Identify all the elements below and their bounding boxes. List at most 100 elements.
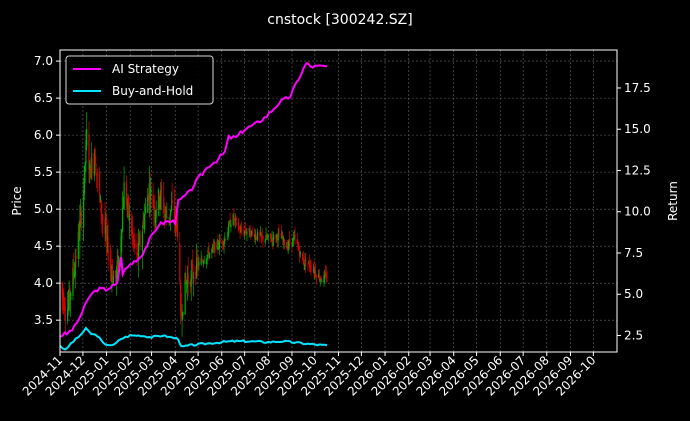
candle-body: [324, 274, 326, 278]
candle-body: [105, 228, 108, 239]
candle-body: [276, 236, 279, 241]
candle-body: [212, 246, 214, 249]
candle-body: [117, 255, 119, 271]
candle-body: [163, 211, 166, 213]
candle-body: [109, 258, 111, 267]
candle-body: [198, 262, 200, 266]
candle-body: [257, 232, 259, 241]
candle-body: [121, 208, 124, 231]
candle-body: [118, 257, 120, 266]
candle-body: [104, 218, 106, 234]
candle-body: [93, 152, 95, 176]
candle-body: [154, 207, 156, 217]
candle-body: [159, 197, 161, 209]
candle-body: [94, 149, 96, 165]
legend-box: [65, 55, 214, 105]
candle-body: [180, 309, 182, 317]
candle-body: [195, 271, 197, 280]
candle-body: [222, 242, 224, 245]
candle-body: [164, 213, 166, 218]
candle-body: [121, 230, 123, 239]
candle-body: [63, 307, 66, 311]
candle-body: [116, 259, 118, 273]
candle-body: [270, 239, 272, 241]
candle-body: [147, 196, 149, 213]
candle-body: [315, 275, 317, 278]
candle-body: [262, 236, 264, 242]
candle-body: [68, 288, 70, 307]
candle-body: [192, 277, 195, 280]
candle-body: [115, 270, 117, 278]
candle-body: [260, 232, 263, 237]
candle-body: [179, 283, 182, 311]
candle-body: [299, 251, 301, 255]
candle-body: [155, 209, 157, 218]
candle-body: [149, 187, 151, 201]
candle-body: [127, 200, 129, 202]
candle-body: [244, 228, 247, 233]
candle-body: [297, 245, 299, 247]
candle-body: [101, 213, 103, 217]
y-tick-label: 7.0: [34, 54, 53, 68]
candle-body: [286, 245, 288, 250]
candle-body: [83, 190, 85, 228]
candle-body: [115, 270, 118, 282]
candle-body: [202, 261, 204, 263]
candle-body: [179, 243, 181, 281]
candle-body: [283, 239, 285, 246]
y2-tick-label: 7.5: [624, 246, 643, 260]
candle-body: [142, 221, 144, 228]
candle-body: [287, 245, 289, 247]
candle-body: [73, 266, 75, 273]
candle-body: [259, 232, 261, 236]
candle-body: [106, 236, 108, 238]
candle-body: [144, 206, 147, 214]
candle-body: [321, 281, 323, 282]
candle-body: [67, 309, 69, 321]
candle-body: [201, 258, 203, 261]
candle-body: [314, 270, 316, 274]
candle-body: [286, 247, 288, 249]
candle-body: [78, 234, 80, 239]
candle-body: [308, 261, 311, 267]
candle-body: [148, 183, 150, 201]
candle-body: [184, 272, 186, 315]
candle-body: [319, 278, 321, 283]
candle-body: [260, 233, 262, 236]
candle-body: [154, 212, 156, 223]
candle-body: [227, 231, 229, 241]
candle-body: [186, 281, 188, 284]
candle-body: [324, 273, 327, 275]
candle-body: [143, 222, 145, 227]
candle-body: [197, 262, 199, 268]
candle-body: [315, 270, 317, 276]
candle-body: [153, 205, 155, 209]
y-axis-label-left: Price: [10, 186, 24, 215]
candle-body: [186, 279, 189, 288]
candle-body: [125, 181, 127, 206]
candle-body: [102, 216, 104, 221]
y-tick-label: 6.5: [34, 91, 53, 105]
candle-body: [100, 200, 102, 214]
candle-body: [80, 212, 82, 216]
candle-body: [302, 253, 304, 261]
series-line-buy-and-hold: [59, 326, 328, 351]
candle-body: [245, 231, 247, 234]
candle-body: [79, 220, 81, 241]
candle-body: [230, 224, 232, 228]
y-axis-left: 3.5 4.0 4.5 5.0 5.5 6.0 6.5 7.0: [34, 54, 60, 327]
candle-body: [261, 235, 263, 237]
y2-tick-label: 5.0: [624, 287, 643, 301]
candle-body: [168, 217, 170, 219]
legend-label-ai-strategy: AI Strategy: [112, 62, 179, 76]
candle-body: [302, 258, 305, 264]
candle-body: [232, 214, 234, 225]
y2-tick-label: 10.0: [624, 205, 651, 219]
candle-body: [105, 228, 107, 234]
candle-body: [126, 202, 128, 206]
candle-body: [75, 256, 77, 259]
candle-body: [218, 246, 220, 249]
candle-body: [294, 234, 296, 237]
candle-body: [132, 236, 134, 239]
